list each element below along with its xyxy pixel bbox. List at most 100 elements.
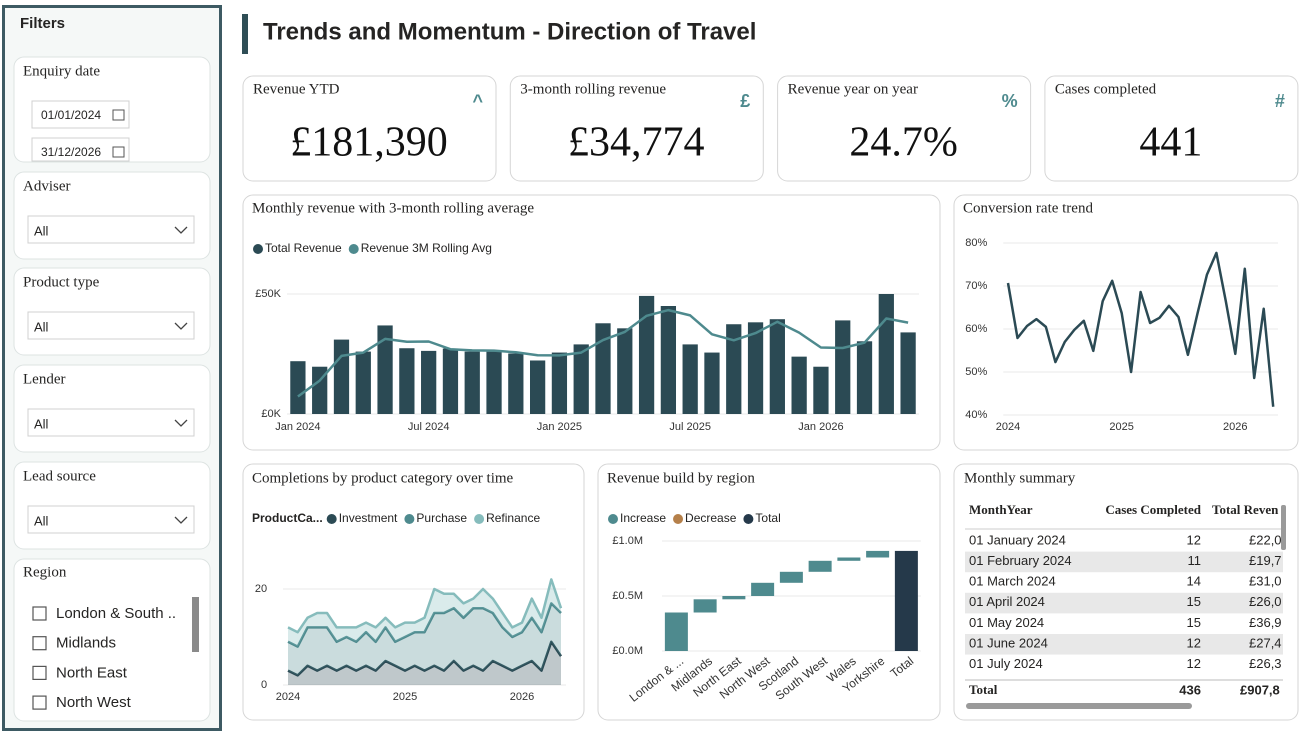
row-band (965, 634, 1283, 655)
calendar-icon[interactable] (112, 109, 125, 121)
legend-swatch (404, 514, 415, 524)
calendar-icon[interactable] (112, 146, 125, 158)
cell: 01 February 2024 (969, 553, 1072, 568)
chevron[interactable] (174, 226, 188, 234)
filter-label: Region (23, 564, 67, 580)
bar (486, 351, 502, 414)
x-tick-label: Jan 2026 (798, 421, 843, 433)
region-option[interactable]: North West (56, 694, 132, 711)
bar (290, 361, 306, 414)
legend-swatch (474, 514, 485, 524)
filter-label: Lead source (23, 468, 96, 484)
waterfall-bar (722, 596, 746, 600)
dropdown-value[interactable]: All (34, 416, 49, 431)
kpi-value: £34,774 (568, 120, 705, 166)
legend-swatch (743, 514, 754, 524)
scrollbar[interactable] (1281, 505, 1286, 550)
page-title: Trends and Momentum - Direction of Trave… (263, 18, 756, 45)
kpi-label: 3-month rolling revenue (520, 81, 666, 97)
legend-label: Total Revenue (265, 241, 342, 255)
date-input[interactable] (31, 137, 130, 162)
table-title: Monthly summary (964, 470, 1076, 486)
title-accent (242, 14, 248, 54)
checkbox[interactable] (32, 636, 47, 651)
cell: 01 March 2024 (969, 574, 1056, 589)
waterfall-bar (866, 550, 890, 558)
bar (355, 351, 371, 414)
kpi-icon: ^ (472, 91, 483, 111)
legend-swatch (608, 514, 618, 524)
bar (399, 348, 415, 414)
bar (900, 332, 916, 414)
legend-label: Decrease (685, 511, 737, 525)
waterfall-bar (808, 560, 832, 572)
checkbox[interactable] (32, 665, 47, 681)
chart-title: Monthly revenue with 3-month rolling ave… (252, 200, 534, 216)
y-tick-label: £1.0M (612, 535, 643, 547)
chevron[interactable] (174, 419, 188, 427)
y-tick-label: 0 (261, 679, 267, 691)
region-option[interactable]: North East (56, 664, 128, 681)
cell: 01 July 2024 (969, 656, 1043, 671)
bar (464, 351, 480, 414)
filter-card (13, 558, 211, 722)
checkbox[interactable] (32, 695, 47, 710)
bar (704, 352, 720, 414)
line (1006, 251, 1275, 407)
chevron[interactable] (174, 322, 188, 330)
bar (856, 341, 873, 414)
date-end[interactable]: 31/12/2026 (41, 145, 101, 159)
kpi-label: Cases completed (1055, 81, 1157, 97)
column-header: MonthYear (969, 502, 1033, 517)
date-start[interactable]: 01/01/2024 (41, 108, 101, 122)
dropdown[interactable] (27, 311, 195, 340)
dropdown[interactable] (27, 215, 195, 244)
dropdown[interactable] (27, 505, 195, 534)
kpi-value: 24.7% (849, 120, 958, 166)
cell: £31,0 (1249, 574, 1282, 589)
kpi-card (1044, 75, 1299, 182)
scrollbar[interactable] (966, 703, 1192, 709)
chart-title: Conversion rate trend (963, 200, 1093, 216)
cell: 01 January 2024 (969, 532, 1066, 547)
x-tick-label: Jul 2025 (669, 421, 711, 433)
chart-card (242, 194, 941, 451)
legend-label: Increase (620, 511, 666, 525)
cell: 12 (1187, 635, 1201, 650)
region-option[interactable]: Midlands (56, 635, 116, 652)
legend-swatch (326, 514, 337, 524)
y-tick-label: £0.0M (612, 645, 643, 657)
cell: 15 (1187, 594, 1201, 609)
bar (595, 323, 611, 414)
scrollbar[interactable] (192, 597, 199, 652)
bar (726, 324, 742, 414)
area-line (287, 640, 563, 677)
bar (638, 295, 655, 414)
x-tick-label: 2025 (393, 691, 417, 703)
row-band (965, 551, 1283, 573)
bar (791, 356, 807, 414)
dropdown-value[interactable]: All (34, 319, 49, 334)
x-tick-label: 2024 (996, 421, 1020, 433)
cell: 12 (1187, 656, 1201, 671)
dropdown-value[interactable]: All (34, 513, 49, 528)
y-tick-label: £50K (255, 288, 281, 300)
cell: £26,3 (1249, 656, 1282, 671)
bar (551, 352, 568, 414)
legend-swatch (673, 514, 684, 524)
total-cell: Total (969, 682, 998, 697)
area-line (287, 578, 563, 634)
legend-label: Revenue 3M Rolling Avg (361, 241, 492, 255)
legend-label: Refinance (486, 511, 540, 525)
legend-title: ProductCa... (252, 511, 323, 525)
dropdown-value[interactable]: All (34, 223, 49, 238)
region-option[interactable]: London & South .. (56, 605, 176, 622)
dropdown[interactable] (27, 408, 195, 437)
y-tick-label: 70% (965, 280, 987, 292)
bar (682, 344, 698, 414)
bar (333, 339, 350, 414)
chevron[interactable] (174, 516, 188, 524)
checkbox[interactable] (32, 606, 47, 621)
cell: £36,9 (1249, 615, 1282, 630)
bar (769, 319, 785, 414)
